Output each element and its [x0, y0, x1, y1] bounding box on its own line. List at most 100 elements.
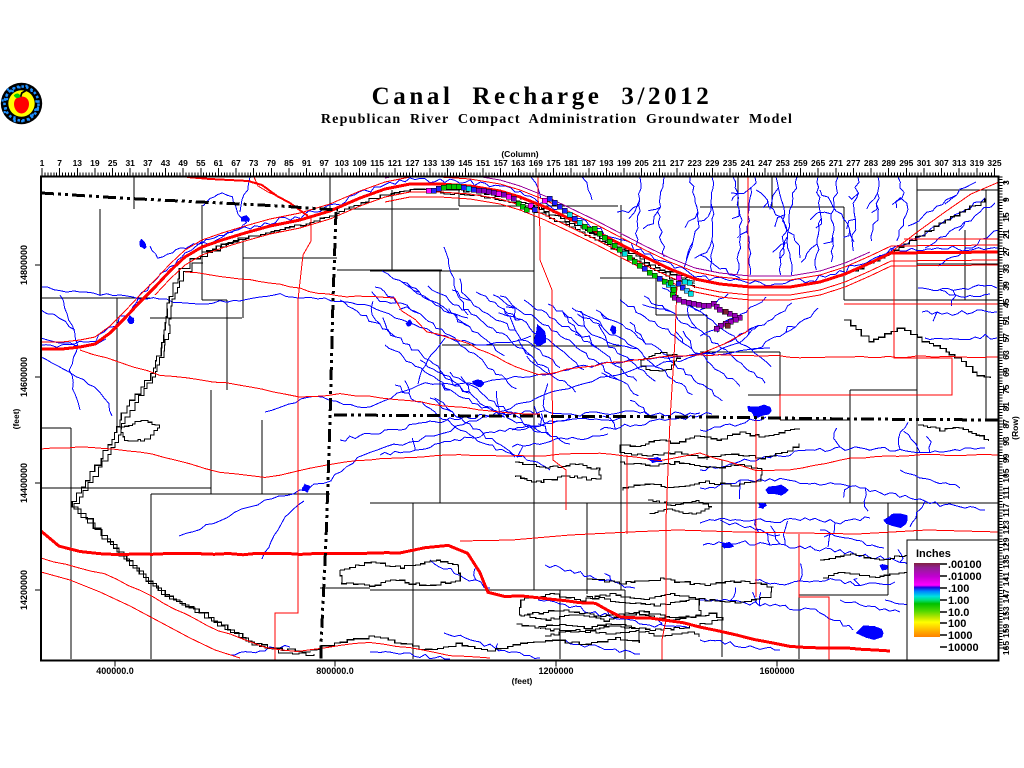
svg-text:(feet): (feet) — [512, 676, 533, 686]
svg-text:145: 145 — [458, 158, 472, 168]
svg-text:15: 15 — [1001, 212, 1011, 222]
svg-text:9: 9 — [1001, 197, 1011, 202]
svg-text:.00100: .00100 — [948, 559, 982, 571]
svg-text:307: 307 — [935, 158, 949, 168]
svg-text:111: 111 — [1001, 486, 1011, 500]
svg-text:277: 277 — [846, 158, 860, 168]
svg-text:199: 199 — [617, 158, 631, 168]
svg-text:79: 79 — [267, 158, 277, 168]
svg-text:37: 37 — [143, 158, 153, 168]
svg-text:27: 27 — [1001, 247, 1011, 257]
svg-text:127: 127 — [405, 158, 419, 168]
svg-text:19: 19 — [90, 158, 100, 168]
svg-text:99: 99 — [1001, 453, 1011, 463]
svg-text:(Column): (Column) — [501, 149, 538, 159]
svg-text:97: 97 — [319, 158, 329, 168]
svg-text:105: 105 — [1001, 468, 1011, 482]
svg-text:115: 115 — [370, 158, 384, 168]
svg-text:117: 117 — [1001, 503, 1011, 517]
svg-text:45: 45 — [1001, 298, 1011, 308]
svg-text:75: 75 — [1001, 384, 1011, 394]
svg-text:13: 13 — [73, 158, 83, 168]
svg-text:129: 129 — [1001, 537, 1011, 551]
svg-text:800000.0: 800000.0 — [316, 666, 354, 676]
svg-text:10000: 10000 — [948, 642, 979, 654]
svg-text:10.0: 10.0 — [948, 607, 969, 619]
svg-text:85: 85 — [284, 158, 294, 168]
svg-text:175: 175 — [546, 158, 560, 168]
svg-text:135: 135 — [1001, 554, 1011, 568]
svg-text:139: 139 — [441, 158, 455, 168]
svg-text:14600000: 14600000 — [19, 357, 29, 397]
svg-text:21: 21 — [1001, 229, 1011, 239]
svg-text:235: 235 — [723, 158, 737, 168]
svg-text:325: 325 — [987, 158, 1001, 168]
svg-text:81: 81 — [1001, 402, 1011, 412]
svg-text:91: 91 — [302, 158, 312, 168]
svg-text:(feet): (feet) — [11, 408, 21, 429]
svg-text:87: 87 — [1001, 419, 1011, 429]
svg-text:271: 271 — [829, 158, 843, 168]
svg-text:69: 69 — [1001, 367, 1011, 377]
svg-text:141: 141 — [1001, 572, 1011, 586]
svg-text:241: 241 — [741, 158, 755, 168]
svg-text:217: 217 — [670, 158, 684, 168]
svg-text:181: 181 — [564, 158, 578, 168]
svg-text:51: 51 — [1001, 316, 1011, 326]
svg-text:61: 61 — [214, 158, 224, 168]
svg-text:400000.0: 400000.0 — [96, 666, 134, 676]
svg-text:100: 100 — [948, 618, 966, 630]
svg-text:43: 43 — [161, 158, 171, 168]
svg-text:1200000: 1200000 — [538, 666, 573, 676]
svg-text:223: 223 — [688, 158, 702, 168]
svg-text:14400000: 14400000 — [19, 463, 29, 503]
svg-text:109: 109 — [352, 158, 366, 168]
svg-text:Canal Recharge 3/2012: Canal Recharge 3/2012 — [372, 83, 713, 110]
svg-text:(Row): (Row) — [1010, 416, 1020, 440]
svg-text:295: 295 — [899, 158, 913, 168]
svg-text:.01000: .01000 — [948, 571, 982, 583]
svg-text:14800000: 14800000 — [19, 245, 29, 285]
svg-text:7: 7 — [57, 158, 62, 168]
svg-text:265: 265 — [811, 158, 825, 168]
svg-text:187: 187 — [582, 158, 596, 168]
svg-text:3: 3 — [1001, 180, 1011, 185]
svg-text:319: 319 — [970, 158, 984, 168]
svg-text:229: 229 — [705, 158, 719, 168]
svg-text:163: 163 — [511, 158, 525, 168]
svg-text:57: 57 — [1001, 333, 1011, 343]
svg-text:31: 31 — [125, 158, 135, 168]
svg-text:283: 283 — [864, 158, 878, 168]
svg-text:1: 1 — [40, 158, 45, 168]
svg-text:151: 151 — [476, 158, 490, 168]
svg-text:157: 157 — [494, 158, 508, 168]
svg-text:103: 103 — [335, 158, 349, 168]
svg-text:259: 259 — [793, 158, 807, 168]
svg-text:247: 247 — [758, 158, 772, 168]
svg-text:313: 313 — [952, 158, 966, 168]
svg-text:133: 133 — [423, 158, 437, 168]
svg-text:67: 67 — [231, 158, 241, 168]
svg-text:39: 39 — [1001, 281, 1011, 291]
svg-text:14200000: 14200000 — [19, 570, 29, 610]
svg-text:159: 159 — [1001, 623, 1011, 637]
svg-text:33: 33 — [1001, 264, 1011, 274]
svg-text:289: 289 — [882, 158, 896, 168]
svg-text:49: 49 — [178, 158, 188, 168]
svg-text:211: 211 — [653, 158, 667, 168]
svg-text:1.00: 1.00 — [948, 595, 969, 607]
svg-text:93: 93 — [1001, 436, 1011, 446]
svg-text:63: 63 — [1001, 350, 1011, 360]
svg-text:121: 121 — [388, 158, 402, 168]
svg-text:123: 123 — [1001, 520, 1011, 534]
svg-text:73: 73 — [249, 158, 259, 168]
svg-text:Inches: Inches — [916, 548, 951, 560]
svg-text:253: 253 — [776, 158, 790, 168]
svg-text:.100: .100 — [948, 583, 969, 595]
svg-text:Republican River Compact Admin: Republican River Compact Administration … — [321, 112, 793, 127]
svg-text:1000: 1000 — [948, 630, 972, 642]
svg-text:205: 205 — [635, 158, 649, 168]
svg-text:147: 147 — [1001, 589, 1011, 603]
svg-text:55: 55 — [196, 158, 206, 168]
svg-text:165: 165 — [1001, 641, 1011, 655]
